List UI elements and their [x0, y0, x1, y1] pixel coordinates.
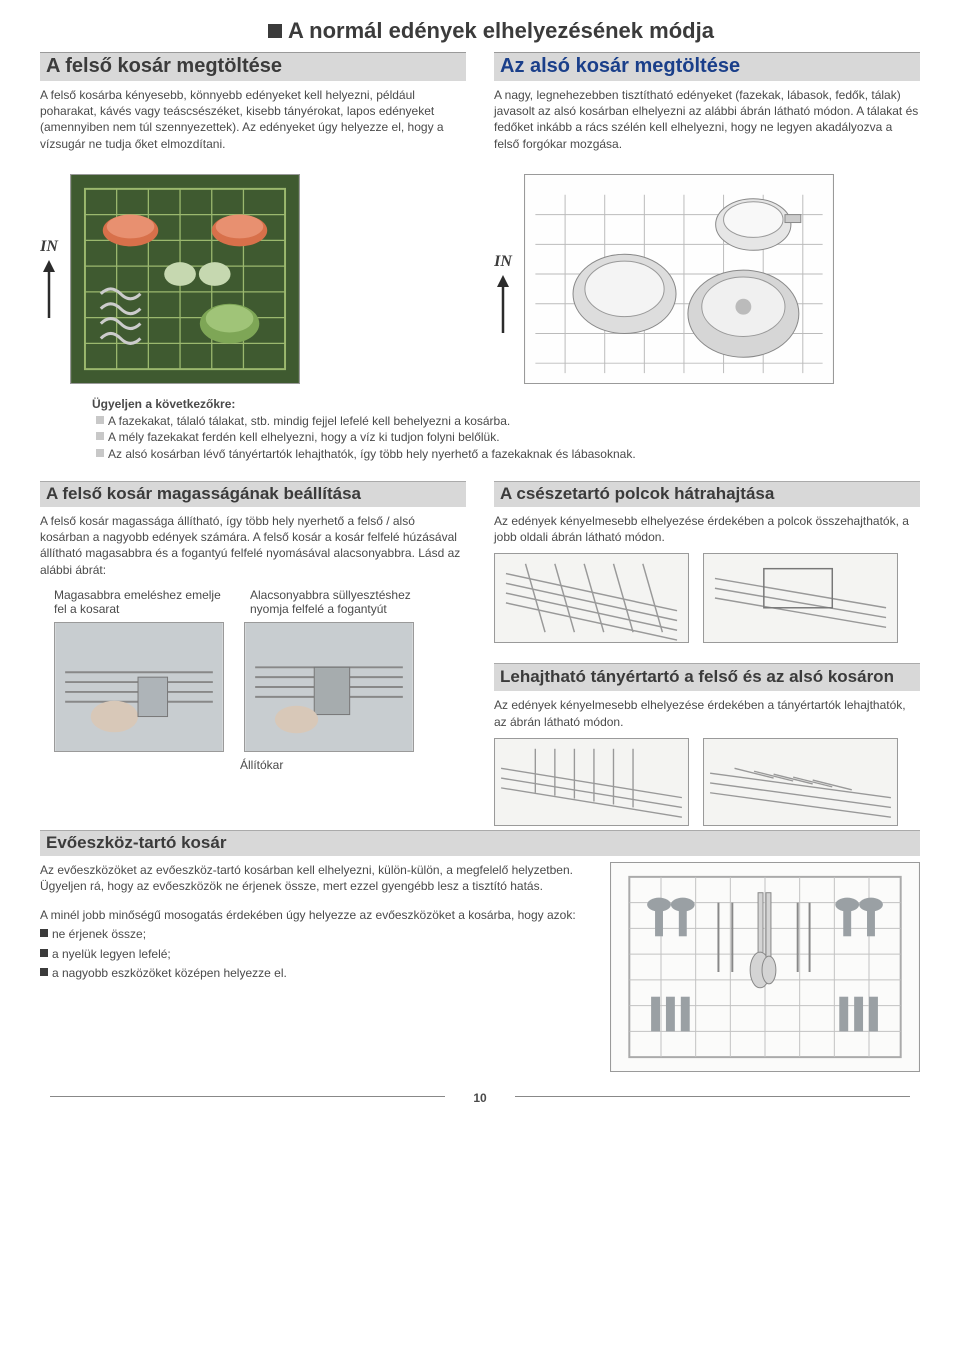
plateholder-text: Az edények kényelmesebb elhelyezése érde… — [494, 697, 920, 729]
lower-label: Alacsonyabbra süllyesztéshez nyomja felf… — [250, 588, 420, 616]
upper-basket-illustration — [70, 174, 300, 384]
plateholder-heading: Lehajtható tányértartó a felső és az als… — [494, 663, 920, 691]
cutlery-tips: A minél jobb minőségű mosogatás érdekébe… — [40, 906, 586, 925]
height-adj-text: A felső kosár magassága állítható, így t… — [40, 513, 466, 578]
cupshelf-illustration-1 — [494, 553, 689, 643]
in-label-lower: IN — [494, 253, 512, 271]
cutlery-heading: Evőeszköz-tartó kosár — [40, 830, 920, 856]
in-label-upper: IN — [40, 238, 58, 256]
in-arrow-upper: IN — [40, 238, 58, 320]
cupshelf-text: Az edények kényelmesebb elhelyezése érde… — [494, 513, 920, 545]
attention-item: A mély fazekakat ferdén kell elhelyezni,… — [92, 429, 920, 446]
main-title-text: A normál edények elhelyezésének módja — [288, 18, 714, 43]
in-arrow-lower: IN — [494, 253, 512, 335]
cutlery-text: Az evőeszközöket az evőeszköz-tartó kosá… — [40, 862, 586, 894]
cutlery-illustration — [610, 862, 920, 1072]
cutlery-bullet: a nyelük legyen lefelé; — [40, 945, 586, 964]
arrow-up-icon — [494, 275, 512, 335]
height-adj-heading: A felső kosár magasságának beállítása — [40, 481, 466, 507]
lower-basket-illustration — [524, 174, 834, 384]
lower-basket-text: A nagy, legnehezebben tisztítható edénye… — [494, 87, 920, 152]
attention-block: Ügyeljen a következőkre: A fazekakat, tá… — [92, 396, 920, 463]
square-bullet-icon — [96, 449, 104, 457]
plateholder-illustration-2 — [703, 738, 898, 826]
upper-basket-text: A felső kosárba kényesebb, könnyebb edén… — [40, 87, 466, 152]
attention-title: Ügyeljen a következőkre: — [92, 396, 920, 413]
square-bullet-icon — [96, 432, 104, 440]
square-bullet-icon — [268, 24, 282, 38]
raise-illustration — [54, 622, 224, 752]
square-bullet-icon — [40, 929, 48, 937]
attention-item: Az alsó kosárban lévő tányértartók lehaj… — [92, 446, 920, 463]
lever-label: Állítókar — [240, 758, 466, 772]
cutlery-bullet: a nagyobb eszközöket középen helyezze el… — [40, 964, 586, 983]
cupshelf-illustration-2 — [703, 553, 898, 643]
cupshelf-heading: A csészetartó polcok hátrahajtása — [494, 481, 920, 507]
lower-basket-heading: Az alsó kosár megtöltése — [494, 52, 920, 81]
attention-item: A fazekakat, tálaló tálakat, stb. mindig… — [92, 413, 920, 430]
square-bullet-icon — [40, 968, 48, 976]
arrow-up-icon — [40, 260, 58, 320]
cutlery-bullet: ne érjenek össze; — [40, 925, 586, 944]
page-main-title: A normál edények elhelyezésének módja — [40, 18, 920, 44]
raise-label: Magasabbra emeléshez emelje fel a kosara… — [54, 588, 224, 616]
upper-basket-heading: A felső kosár megtöltése — [40, 52, 466, 81]
square-bullet-icon — [96, 416, 104, 424]
plateholder-illustration-1 — [494, 738, 689, 826]
page-number: 10 — [455, 1088, 505, 1105]
lower-illustration — [244, 622, 414, 752]
square-bullet-icon — [40, 949, 48, 957]
